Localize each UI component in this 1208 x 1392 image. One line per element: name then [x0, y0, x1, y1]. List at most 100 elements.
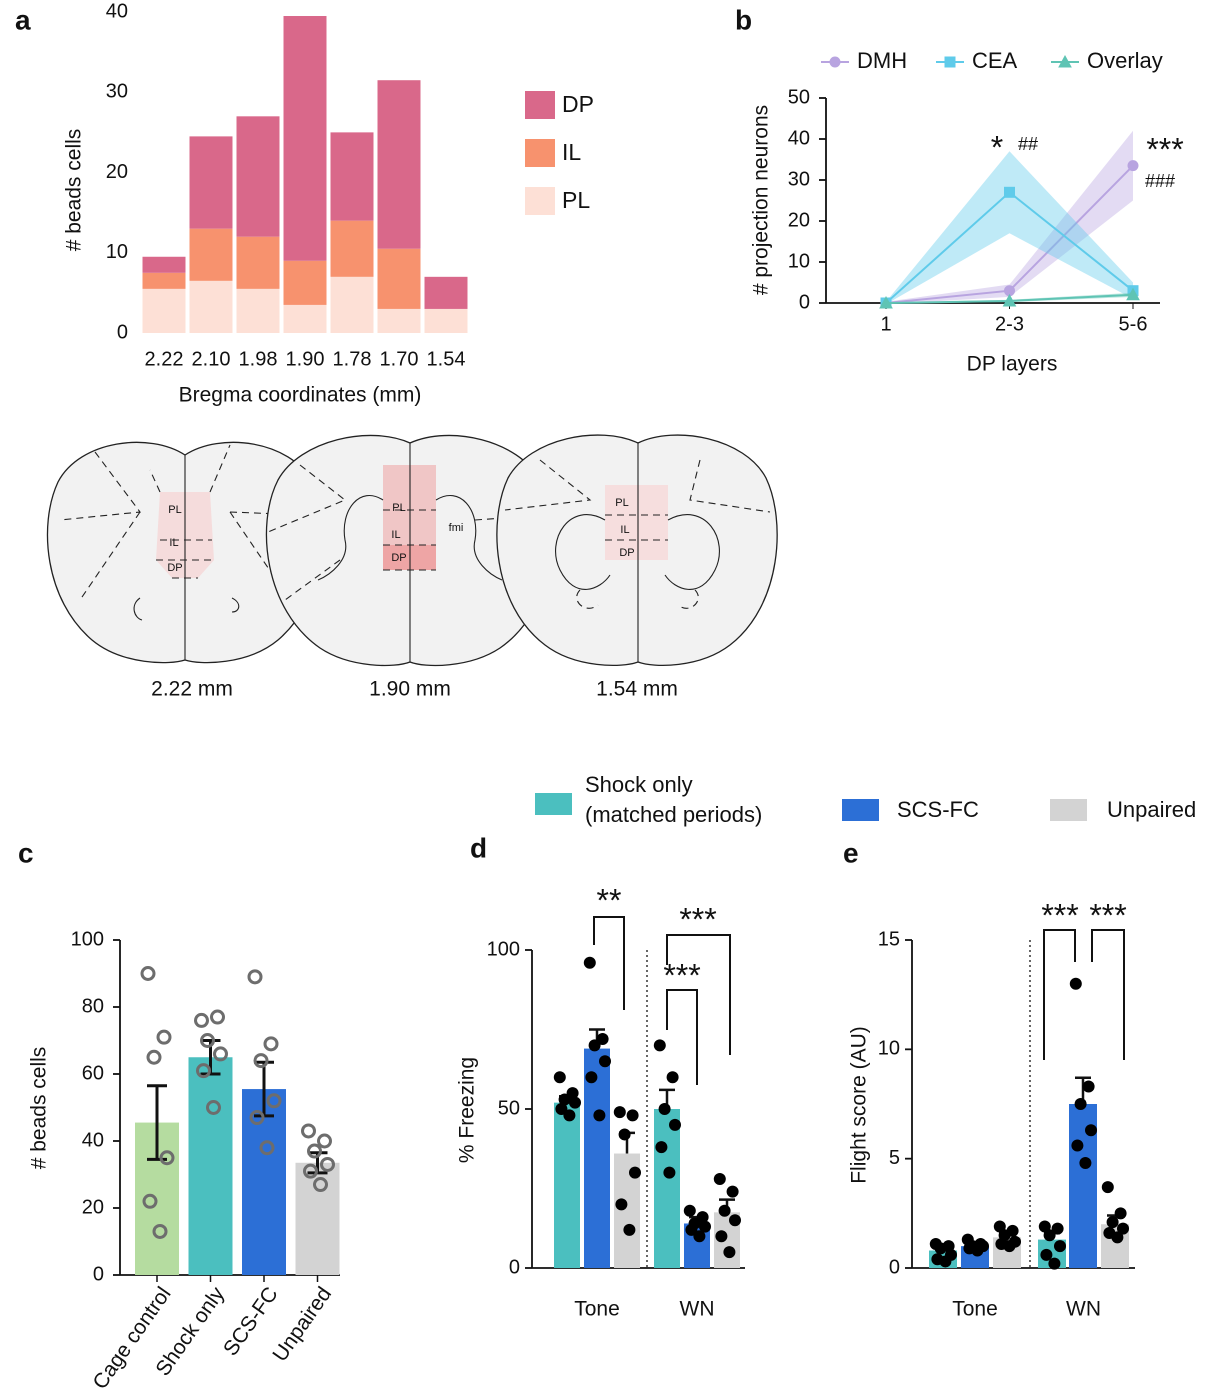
x-axis-label: Bregma coordinates (mm): [179, 384, 422, 407]
y-tick-label: 50: [498, 1097, 520, 1119]
x-tick-label: 2.22: [145, 348, 184, 370]
data-point: [553, 1071, 566, 1084]
bar-segment: [236, 236, 280, 289]
legend-swatch: [535, 793, 572, 815]
data-point: [1101, 1181, 1114, 1194]
data-point: [210, 1009, 225, 1025]
data-point: [685, 1223, 698, 1236]
data-point: [206, 1100, 221, 1115]
significance-label: ###: [1145, 171, 1175, 191]
brain-sections: [46, 434, 778, 667]
data-point: [669, 1118, 681, 1131]
error-band: [886, 130, 1133, 305]
bar-segment: [189, 280, 233, 333]
y-tick-label: 50: [788, 86, 810, 108]
y-tick-label: 40: [106, 0, 128, 22]
significance-bracket: [1091, 929, 1125, 1060]
bar: [554, 1102, 580, 1268]
legend-swatch: [525, 187, 555, 215]
data-point: [558, 1093, 571, 1106]
data-point: [152, 1223, 168, 1239]
y-tick-label: 30: [106, 81, 128, 103]
bar-segment: [377, 80, 421, 249]
bar-segment: [189, 136, 233, 229]
legend-label: DP: [562, 91, 594, 117]
panel-letter: a: [15, 4, 31, 35]
legend-label: Unpaired: [1107, 797, 1197, 822]
bar-segment: [283, 260, 327, 305]
bar-segment: [142, 256, 186, 273]
forceps-minor: [317, 494, 503, 581]
section-caption: 2.22 mm: [151, 678, 233, 701]
data-point: [159, 1150, 175, 1166]
significance-label: *: [991, 129, 1003, 165]
data-point: [713, 1172, 726, 1185]
bar-segment: [189, 228, 233, 281]
bar-segment: [330, 276, 374, 333]
data-point: [1048, 1257, 1061, 1270]
point: [879, 295, 893, 309]
data-point: [266, 1093, 282, 1109]
data-point: [626, 1109, 639, 1122]
data-point: [1069, 977, 1082, 990]
data-point: [729, 1214, 741, 1227]
data-point: [971, 1244, 984, 1257]
data-point: [142, 1193, 158, 1209]
legend-marker: [829, 56, 841, 68]
y-axis-label: # beads cells: [28, 1047, 51, 1170]
data-point: [666, 1071, 679, 1084]
legend-swatch: [842, 799, 879, 821]
y-tick-label: 40: [82, 1129, 104, 1151]
data-point: [1117, 1222, 1129, 1235]
data-point: [663, 1166, 676, 1179]
data-point: [263, 1036, 279, 1052]
data-point: [653, 1039, 666, 1052]
legend-label: Shock only (matched periods): [585, 772, 763, 827]
ventricle: [133, 597, 240, 621]
bar: [654, 1109, 680, 1268]
x-tick-label: 1: [880, 313, 891, 335]
y-tick-label: 5: [889, 1147, 900, 1169]
data-point: [1003, 1240, 1016, 1253]
region-label: PL: [615, 497, 628, 509]
legend-swatch: [1050, 799, 1087, 821]
region-label: IL: [169, 537, 178, 549]
significance-label: ##: [1018, 134, 1038, 154]
data-point: [623, 1223, 636, 1236]
y-tick-label: 30: [788, 168, 810, 190]
region-label: DP: [619, 547, 634, 559]
data-point: [629, 1166, 641, 1179]
y-axis-label: Flight score (AU): [848, 1026, 871, 1184]
x-tick-label: 1.90: [286, 348, 325, 370]
data-point: [939, 1255, 952, 1268]
data-point: [1051, 1222, 1064, 1235]
x-axis-label: DP layers: [967, 353, 1058, 376]
region-label: PL: [168, 504, 181, 516]
legend-label: SCS-FC: [897, 797, 979, 822]
y-tick-label: 0: [117, 321, 128, 343]
data-point: [1071, 1139, 1084, 1152]
x-tick-label: 1.78: [333, 348, 372, 370]
significance-bracket: [666, 934, 731, 1055]
bar-segment: [424, 276, 468, 309]
data-point: [934, 1242, 947, 1255]
data-point: [200, 1033, 215, 1048]
data-point: [555, 1103, 568, 1115]
data-point: [213, 1046, 228, 1062]
y-tick-label: 0: [509, 1256, 520, 1278]
bar-segment: [142, 272, 186, 289]
x-tick-label: 5-6: [1119, 313, 1148, 335]
y-tick-label: 15: [878, 928, 900, 950]
x-tick-label: 1.54: [427, 348, 466, 370]
y-tick-label: 100: [487, 938, 520, 960]
data-point: [1114, 1207, 1127, 1220]
legend-label: CEA: [972, 48, 1018, 73]
x-tick-label: 2.10: [192, 348, 231, 370]
x-tick-label: 2-3: [995, 313, 1024, 335]
y-axis-label: # beads cells: [63, 129, 86, 252]
area-border: [267, 464, 546, 601]
bar-segment: [283, 16, 327, 261]
data-point: [303, 1163, 318, 1179]
